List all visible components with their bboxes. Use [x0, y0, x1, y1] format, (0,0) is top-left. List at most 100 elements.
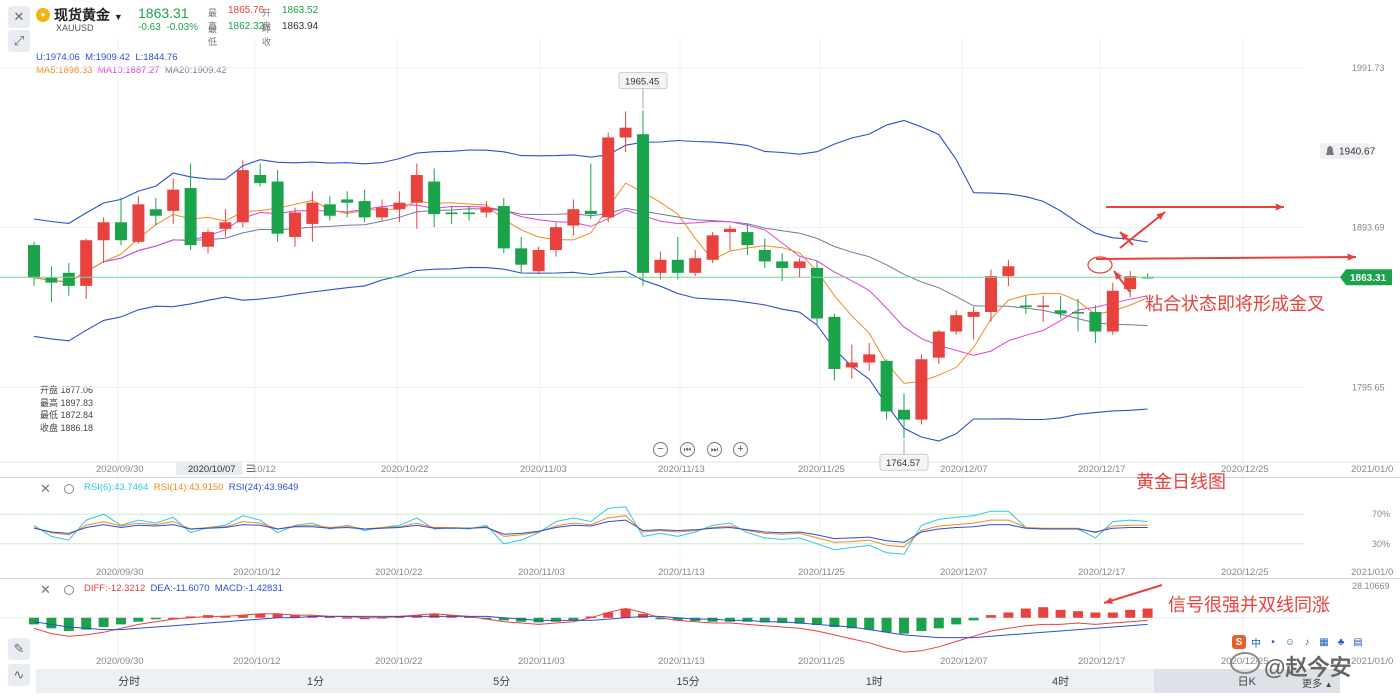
macd-bar: [794, 617, 805, 624]
macd-bar: [46, 617, 57, 629]
candle-body: [689, 258, 702, 273]
macd-bar: [81, 617, 92, 630]
candle-body: [567, 209, 580, 226]
candle-body: [62, 272, 75, 286]
indicator-tool-button[interactable]: ∿: [8, 664, 30, 686]
macd-bar: [812, 617, 822, 626]
timeframe-tab[interactable]: 4时: [1051, 676, 1070, 688]
last-price: 1863.31: [138, 5, 189, 21]
sub-date-tick-label: 2021/01/0: [1351, 656, 1393, 667]
candle-body: [1072, 311, 1084, 314]
timeframe-tab[interactable]: 分时: [118, 676, 141, 688]
close-chart-button[interactable]: ✕: [8, 6, 30, 28]
candle-body: [515, 248, 528, 265]
sogou-logo-icon: S: [1232, 635, 1246, 649]
candle-body: [863, 354, 876, 363]
rsi-settings-gear-icon[interactable]: [64, 484, 74, 494]
ohlc-high: 最高 1897.83: [40, 397, 94, 408]
candle-body: [132, 204, 145, 242]
close-rsi-button[interactable]: ✕: [40, 481, 51, 497]
low-label: 最低: [208, 24, 218, 47]
boll-legend: U:1974.06 M:1909.42 L:1844.76: [36, 52, 178, 63]
ma-legend: MA5:1898.33 MA10:1887.27 MA20:1909.42: [36, 65, 227, 76]
candle-body: [776, 261, 789, 268]
annotation-arrow-macd: [1103, 584, 1163, 604]
annotation-golden-cross: 粘合状态即将形成金叉: [1145, 294, 1325, 314]
sub-date-tick-label: 2020/12/07: [940, 656, 988, 667]
symbol-code: XAUUSD: [56, 23, 94, 33]
date-tick-label: 2020/09/30: [96, 464, 144, 475]
price-change: -0.63 -0.03%: [138, 22, 199, 33]
prev-close-label: 昨收: [262, 24, 272, 47]
ma20-value: MA20:1909.42: [164, 65, 227, 76]
candle-body: [323, 204, 336, 216]
candle-body: [619, 127, 632, 138]
sub-date-tick-label: 2021/01/0: [1351, 567, 1393, 578]
candle-body: [80, 240, 93, 286]
macd-top-label: 28.10669: [1352, 581, 1390, 591]
macd-bar: [1125, 609, 1136, 618]
ohlc-close: 收盘 1886.18: [40, 422, 94, 433]
candle-body: [463, 212, 475, 215]
sub-date-tick-label: 2020/12/17: [1078, 656, 1126, 667]
expand-icon: ⤢: [13, 33, 25, 48]
macd-bar: [481, 617, 492, 620]
plus-icon: +: [737, 443, 744, 455]
ma10-line: [33, 204, 1148, 356]
timeframe-tab[interactable]: 日K: [1153, 669, 1340, 693]
more-timeframes-button[interactable]: 更多 ▲: [1302, 679, 1333, 690]
macd-bar: [585, 616, 596, 618]
sub-date-tick-label: 2020/11/25: [798, 656, 845, 667]
macd-settings-gear-icon[interactable]: [64, 585, 74, 595]
candle-body: [1054, 310, 1067, 314]
close-icon: ✕: [40, 481, 51, 496]
sub-date-tick-label: 2020/12/25: [1221, 567, 1269, 578]
macd-bar: [655, 617, 666, 620]
annotation-daily-chart: 黄金日线图: [1136, 472, 1226, 492]
candle-body: [445, 212, 458, 215]
candle-body: [219, 222, 232, 229]
close-icon: ✕: [13, 9, 25, 24]
sub-date-tick-label: 2020/12/17: [1078, 567, 1126, 578]
timeframe-tab[interactable]: 1分: [306, 676, 324, 688]
prev-close-value: 1863.94: [282, 21, 319, 32]
macd-bar: [881, 617, 892, 633]
candle-body: [602, 137, 615, 218]
trough-marker-label: 1764.57: [886, 458, 920, 469]
ohlc-info-box: 开盘 1877.06 最高 1897.83 最低 1872.84 收盘 1886…: [40, 384, 93, 434]
timeframe-tab[interactable]: 1时: [865, 676, 883, 688]
macd-bar: [255, 613, 266, 618]
candle-body: [428, 181, 441, 215]
rsi6-line: [33, 506, 1148, 555]
input-method-tray: S 中 • ☺ ♪ ▦ ♣ ▤: [1232, 633, 1396, 651]
draw-tool-button[interactable]: ✎: [8, 638, 30, 660]
symbol-selector[interactable]: 现货黄金 ▼: [54, 7, 123, 23]
candle-body: [236, 170, 249, 223]
macd-bar: [1003, 612, 1014, 618]
candle-body: [115, 222, 127, 241]
candle-body: [341, 199, 354, 203]
macd-bar: [951, 617, 962, 625]
candle-body: [1089, 311, 1102, 332]
close-macd-button[interactable]: ✕: [40, 582, 51, 598]
macd-bar: [620, 608, 631, 618]
timeframe-tab[interactable]: 15分: [676, 676, 700, 688]
fullscreen-button[interactable]: ⤢: [8, 30, 30, 52]
macd-bar: [864, 617, 875, 630]
macd-bar: [568, 617, 579, 621]
step-back-button[interactable]: ⏮: [680, 442, 695, 457]
date-tick-label: 2021/01/0: [1351, 464, 1393, 475]
candle-body: [845, 362, 858, 368]
timeframe-tab[interactable]: 5分: [493, 676, 511, 688]
macd-bar: [1107, 612, 1118, 618]
step-forward-button[interactable]: ⏭: [707, 442, 722, 457]
microphone-icon: ♪: [1304, 636, 1310, 648]
macd-bar: [272, 613, 283, 618]
zoom-out-button[interactable]: −: [653, 442, 668, 457]
annotation-circle: [1087, 256, 1113, 274]
zoom-in-button[interactable]: +: [733, 442, 748, 457]
weibo-logo-icon: [1230, 652, 1260, 674]
rsi24-value: RSI(24):43.9649: [228, 482, 299, 493]
minus-icon: −: [657, 443, 664, 455]
